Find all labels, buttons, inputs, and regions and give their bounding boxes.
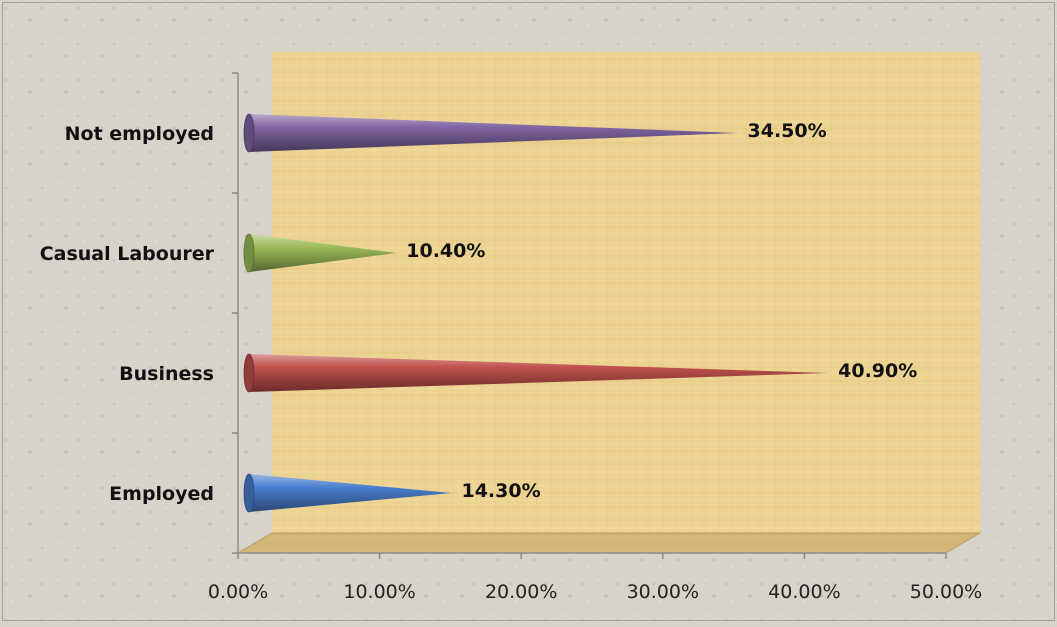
category-label: Employed (109, 483, 214, 505)
bar-employed (249, 474, 452, 512)
x-tick-label: 20.00% (485, 581, 557, 603)
category-label: Casual Labourer (40, 243, 215, 265)
data-label: 34.50% (748, 120, 827, 142)
data-label: 40.90% (838, 360, 917, 382)
x-tick-label: 30.00% (627, 581, 699, 603)
category-label: Business (119, 363, 214, 385)
data-label: 14.30% (461, 480, 540, 502)
data-label: 10.40% (406, 240, 485, 262)
bar-base (243, 473, 255, 513)
bar-base (243, 353, 255, 393)
y-axis: Employed Business Casual Labourer Not emplo… (40, 72, 238, 554)
x-tick-label: 0.00% (208, 581, 268, 603)
plot-back-wall (272, 52, 980, 533)
bar-casual-labourer (249, 234, 397, 272)
category-label: Not employed (65, 123, 214, 145)
x-axis: 0.00% 10.00% 20.00% 30.00% 40.00% 50.00% (208, 553, 982, 603)
data-labels: 14.30% 40.90% 10.40% 34.50% (406, 120, 917, 502)
bar-base (243, 233, 255, 273)
plot-floor (236, 532, 982, 554)
x-tick-label: 50.00% (910, 581, 982, 603)
x-tick-label: 10.00% (343, 581, 415, 603)
bars (243, 113, 829, 513)
bar-base (243, 113, 255, 153)
x-tick-label: 40.00% (768, 581, 840, 603)
bar-business (249, 354, 829, 392)
bar-not-employed (249, 114, 738, 152)
